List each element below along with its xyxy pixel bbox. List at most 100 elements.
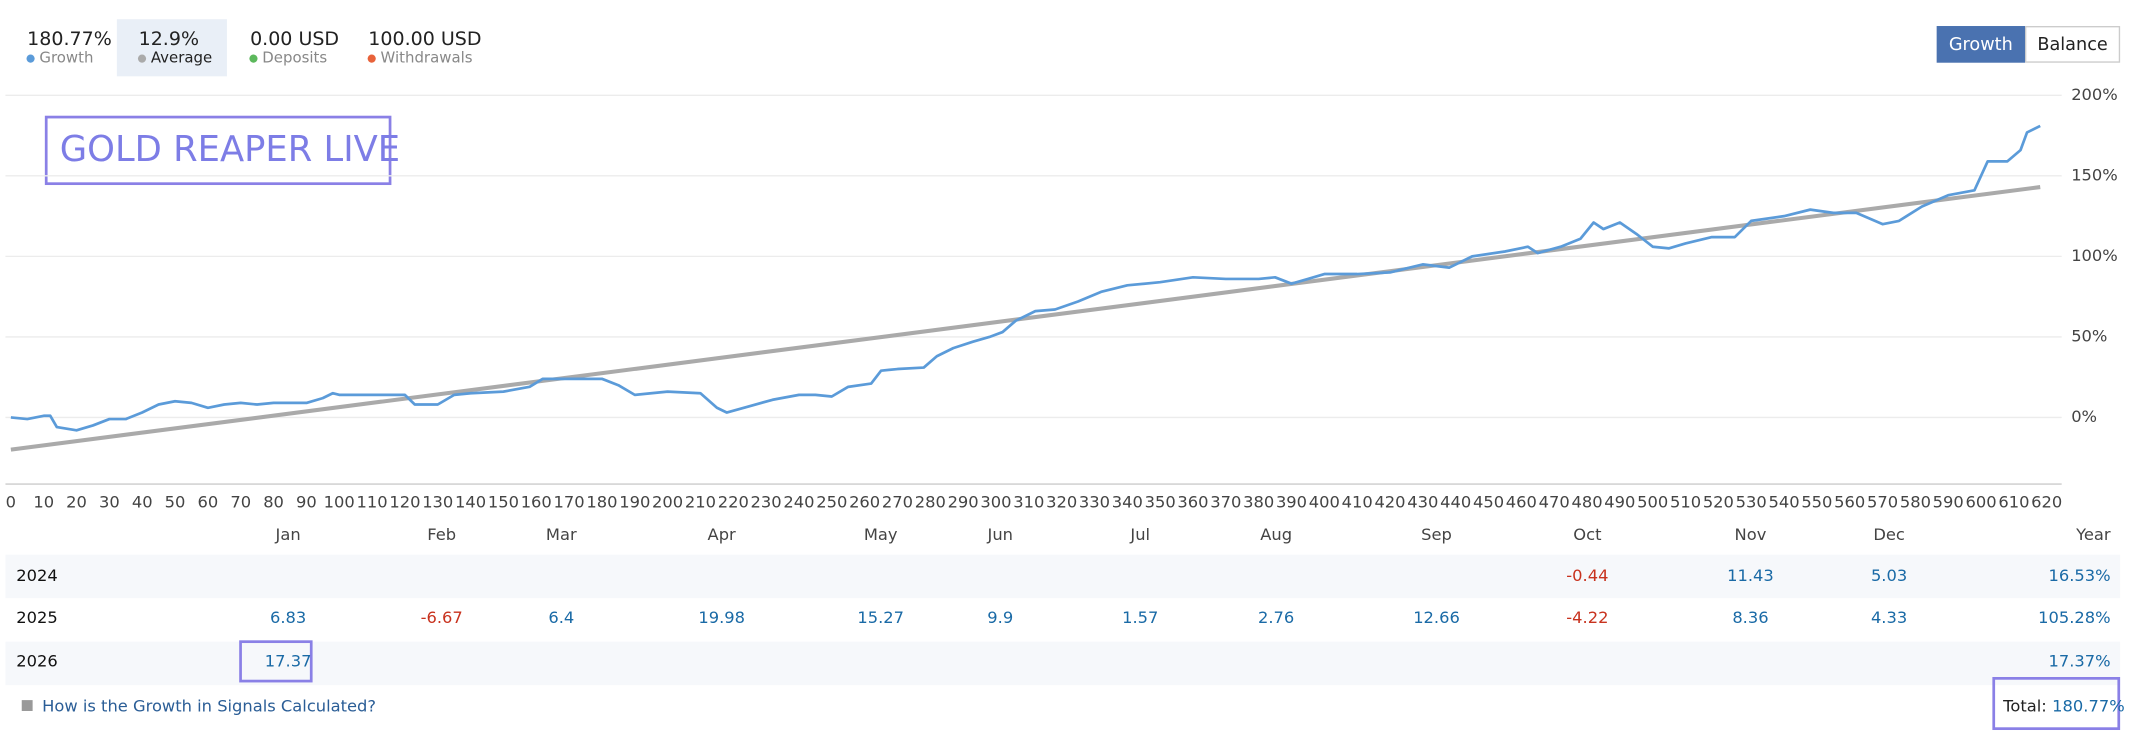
x-tick-label: 480 <box>1571 493 1602 512</box>
y-tick-label: 150% <box>2071 165 2118 184</box>
year-label: 2024 <box>16 566 57 585</box>
x-tick-label: 120 <box>389 493 420 512</box>
month-value: 1.57 <box>1122 608 1158 627</box>
x-tick-label: 580 <box>1900 493 1931 512</box>
month-value: 4.33 <box>1871 608 1907 627</box>
row-band <box>5 641 2121 686</box>
growth-line <box>10 124 2041 432</box>
month-header: Jun <box>987 525 1013 544</box>
x-tick-label: 210 <box>685 493 716 512</box>
year-label: 2025 <box>16 608 57 627</box>
x-tick-label: 540 <box>1768 493 1799 512</box>
month-value: 6.83 <box>270 608 306 627</box>
legend-label: Average <box>151 49 212 67</box>
x-tick-label: 160 <box>521 493 552 512</box>
month-header: Oct <box>1573 525 1601 544</box>
x-tick-label: 300 <box>980 493 1011 512</box>
x-tick-label: 290 <box>948 493 979 512</box>
x-tick-label: 70 <box>230 493 251 512</box>
month-header: Jan <box>275 525 301 544</box>
month-header: May <box>864 525 898 544</box>
x-tick-label: 530 <box>1736 493 1767 512</box>
year-total: 105.28% <box>2038 608 2111 627</box>
x-tick-label: 90 <box>296 493 317 512</box>
x-tick-label: 320 <box>1046 493 1077 512</box>
x-tick-label: 230 <box>751 493 782 512</box>
x-tick-label: 570 <box>1867 493 1898 512</box>
month-value: 2.76 <box>1258 608 1294 627</box>
year-label: 2026 <box>16 652 57 671</box>
month-value: -0.44 <box>1566 566 1608 585</box>
x-tick-label: 590 <box>1933 493 1964 512</box>
x-tick-label: 400 <box>1309 493 1340 512</box>
x-tick-label: 100 <box>324 493 355 512</box>
month-header: Year <box>2075 525 2111 544</box>
x-tick-label: 460 <box>1506 493 1537 512</box>
month-header: Apr <box>708 525 736 544</box>
x-tick-label: 390 <box>1276 493 1307 512</box>
x-tick-label: 350 <box>1145 493 1176 512</box>
x-tick-label: 420 <box>1374 493 1405 512</box>
x-tick-label: 60 <box>198 493 219 512</box>
x-tick-label: 200 <box>652 493 683 512</box>
month-header: Aug <box>1260 525 1292 544</box>
month-value: 15.27 <box>857 608 904 627</box>
month-header: Feb <box>427 525 456 544</box>
legend-label: Deposits <box>262 49 327 67</box>
y-tick-label: 200% <box>2071 85 2118 104</box>
x-tick-label: 370 <box>1210 493 1241 512</box>
month-header: Dec <box>1873 525 1905 544</box>
month-value: -4.22 <box>1566 608 1608 627</box>
x-tick-label: 80 <box>263 493 284 512</box>
stat-value: 0.00 USD <box>250 28 339 50</box>
total-value: 180.77% <box>2052 696 2125 715</box>
balance-button-bg[interactable] <box>2024 26 2121 63</box>
legend-dot <box>137 54 147 63</box>
month-header: Jul <box>1129 525 1150 544</box>
x-tick-label: 380 <box>1243 493 1274 512</box>
x-tick-label: 20 <box>66 493 87 512</box>
x-tick-label: 550 <box>1801 493 1832 512</box>
month-header: Nov <box>1735 525 1767 544</box>
average-line <box>10 185 2041 452</box>
x-tick-label: 190 <box>619 493 650 512</box>
month-value: 6.4 <box>548 608 574 627</box>
x-tick-label: 360 <box>1177 493 1208 512</box>
x-tick-label: 280 <box>915 493 946 512</box>
x-tick-label: 410 <box>1342 493 1373 512</box>
x-tick-label: 610 <box>1998 493 2029 512</box>
growth-button-bg[interactable] <box>1936 26 2025 63</box>
highlight-box <box>239 640 313 683</box>
month-value: 11.43 <box>1727 566 1774 585</box>
x-tick-label: 40 <box>132 493 153 512</box>
x-tick-label: 140 <box>455 493 486 512</box>
month-value: -6.67 <box>421 608 463 627</box>
balance-button[interactable]: Balance <box>2037 35 2107 55</box>
legend-label: Growth <box>39 49 93 67</box>
x-tick-label: 240 <box>783 493 814 512</box>
total-label: Total: <box>2002 696 2047 715</box>
x-tick-label: 130 <box>422 493 453 512</box>
growth-button[interactable]: Growth <box>1949 35 2013 55</box>
year-total: 16.53% <box>2048 566 2110 585</box>
legend-dot <box>249 54 258 63</box>
chart-title: GOLD REAPER LIVE <box>60 129 400 170</box>
x-tick-label: 30 <box>99 493 120 512</box>
x-tick-label: 260 <box>849 493 880 512</box>
x-tick-label: 250 <box>816 493 847 512</box>
x-tick-label: 340 <box>1112 493 1143 512</box>
y-tick-label: 50% <box>2071 326 2107 345</box>
x-tick-label: 510 <box>1670 493 1701 512</box>
x-tick-label: 520 <box>1703 493 1734 512</box>
month-value: 12.66 <box>1413 608 1460 627</box>
x-tick-label: 600 <box>1966 493 1997 512</box>
x-tick-label: 430 <box>1407 493 1438 512</box>
row-band <box>5 554 2121 599</box>
stat-value: 12.9% <box>139 28 199 50</box>
month-header: Mar <box>546 525 577 544</box>
month-value: 8.36 <box>1732 608 1768 627</box>
month-value: 17.37 <box>265 652 312 671</box>
help-link[interactable]: How is the Growth in Signals Calculated? <box>42 696 376 715</box>
